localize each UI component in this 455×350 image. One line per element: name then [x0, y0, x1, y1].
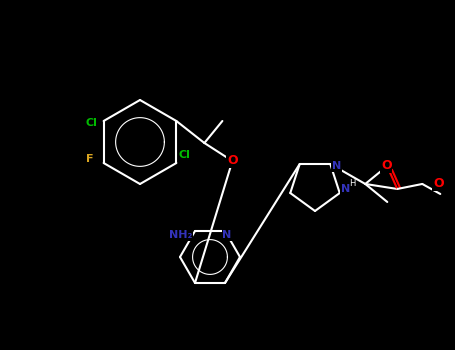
Text: N: N	[222, 230, 232, 240]
Text: Cl: Cl	[178, 150, 190, 160]
Text: O: O	[433, 177, 444, 190]
Text: H: H	[349, 178, 356, 188]
Text: N: N	[341, 184, 350, 194]
Text: Cl: Cl	[86, 118, 97, 128]
Text: O: O	[227, 154, 238, 168]
Text: NH₂: NH₂	[169, 230, 192, 240]
Text: F: F	[86, 154, 93, 164]
Text: N: N	[332, 161, 341, 171]
Text: O: O	[381, 160, 392, 173]
